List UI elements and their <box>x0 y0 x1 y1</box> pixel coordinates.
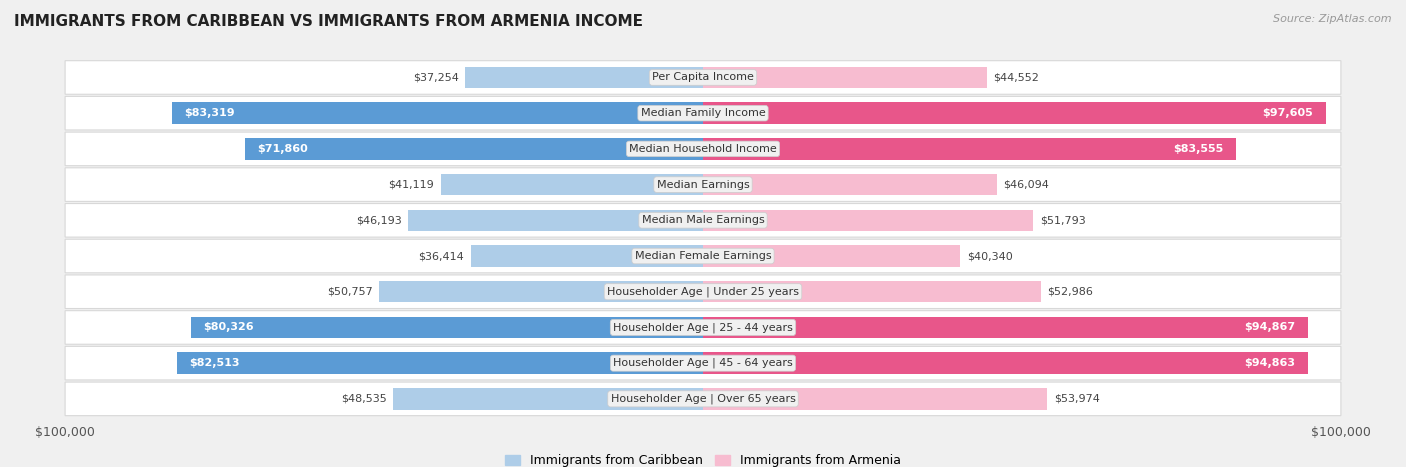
Bar <box>703 388 1047 410</box>
Text: $40,340: $40,340 <box>967 251 1012 261</box>
FancyBboxPatch shape <box>65 239 1341 273</box>
Text: Per Capita Income: Per Capita Income <box>652 72 754 83</box>
Bar <box>703 210 1033 231</box>
Text: $46,094: $46,094 <box>1004 180 1049 190</box>
Bar <box>703 67 987 88</box>
Bar <box>245 138 703 160</box>
Text: $97,605: $97,605 <box>1263 108 1313 118</box>
Text: $71,860: $71,860 <box>257 144 308 154</box>
Text: $51,793: $51,793 <box>1040 215 1085 225</box>
Text: $80,326: $80,326 <box>204 322 254 333</box>
Text: IMMIGRANTS FROM CARIBBEAN VS IMMIGRANTS FROM ARMENIA INCOME: IMMIGRANTS FROM CARIBBEAN VS IMMIGRANTS … <box>14 14 643 29</box>
Bar <box>440 174 703 195</box>
FancyBboxPatch shape <box>65 132 1341 166</box>
Text: Median Earnings: Median Earnings <box>657 180 749 190</box>
Text: Median Household Income: Median Household Income <box>628 144 778 154</box>
FancyBboxPatch shape <box>65 204 1341 237</box>
Bar <box>380 281 703 303</box>
Bar <box>703 174 997 195</box>
Text: $37,254: $37,254 <box>413 72 458 83</box>
Text: $94,863: $94,863 <box>1244 358 1295 368</box>
Bar <box>191 317 703 338</box>
FancyBboxPatch shape <box>65 61 1341 94</box>
Bar <box>172 102 703 124</box>
Text: Householder Age | 45 - 64 years: Householder Age | 45 - 64 years <box>613 358 793 368</box>
FancyBboxPatch shape <box>65 96 1341 130</box>
FancyBboxPatch shape <box>65 311 1341 344</box>
FancyBboxPatch shape <box>65 275 1341 309</box>
Bar <box>703 245 960 267</box>
Text: Householder Age | Under 25 years: Householder Age | Under 25 years <box>607 286 799 297</box>
Text: Householder Age | Over 65 years: Householder Age | Over 65 years <box>610 394 796 404</box>
Text: $36,414: $36,414 <box>419 251 464 261</box>
FancyBboxPatch shape <box>65 347 1341 380</box>
Bar <box>703 317 1308 338</box>
Text: Median Male Earnings: Median Male Earnings <box>641 215 765 225</box>
Text: $48,535: $48,535 <box>342 394 387 404</box>
FancyBboxPatch shape <box>65 382 1341 416</box>
Bar <box>408 210 703 231</box>
Bar <box>465 67 703 88</box>
Text: $82,513: $82,513 <box>190 358 240 368</box>
Bar <box>703 102 1326 124</box>
Bar <box>394 388 703 410</box>
Text: Median Family Income: Median Family Income <box>641 108 765 118</box>
Text: $83,555: $83,555 <box>1173 144 1223 154</box>
Text: $83,319: $83,319 <box>184 108 235 118</box>
Bar <box>177 353 703 374</box>
Text: $44,552: $44,552 <box>994 72 1039 83</box>
Text: $41,119: $41,119 <box>388 180 434 190</box>
Text: $46,193: $46,193 <box>356 215 402 225</box>
Text: $53,974: $53,974 <box>1053 394 1099 404</box>
Text: $94,867: $94,867 <box>1244 322 1295 333</box>
Legend: Immigrants from Caribbean, Immigrants from Armenia: Immigrants from Caribbean, Immigrants fr… <box>499 449 907 467</box>
Bar <box>703 281 1040 303</box>
Text: Source: ZipAtlas.com: Source: ZipAtlas.com <box>1274 14 1392 24</box>
Bar <box>703 353 1308 374</box>
Text: Householder Age | 25 - 44 years: Householder Age | 25 - 44 years <box>613 322 793 333</box>
Text: Median Female Earnings: Median Female Earnings <box>634 251 772 261</box>
Text: $52,986: $52,986 <box>1047 287 1094 297</box>
FancyBboxPatch shape <box>65 168 1341 201</box>
Text: $50,757: $50,757 <box>328 287 373 297</box>
Bar <box>471 245 703 267</box>
Bar <box>703 138 1236 160</box>
